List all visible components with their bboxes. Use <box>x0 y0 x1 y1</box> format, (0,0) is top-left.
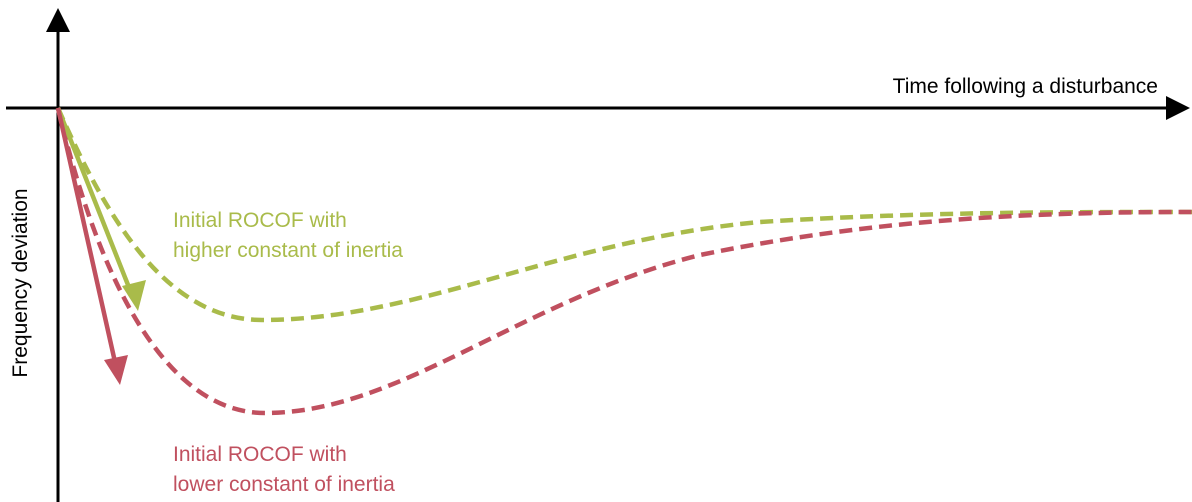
higher-inertia-rocof-arrow <box>55 107 133 291</box>
higher-inertia-rocof-arrowhead <box>122 280 146 311</box>
y-axis-arrowhead <box>46 8 70 32</box>
lower-inertia-label-line1: Initial ROCOF with <box>173 443 347 466</box>
lower-inertia-rocof-arrow <box>55 107 118 363</box>
lower-inertia-label-line2: lower constant of inertia <box>173 473 395 496</box>
higher-inertia-response-curve <box>55 107 1192 323</box>
lower-inertia-rocof-arrowhead <box>104 355 128 385</box>
x-axis-arrowhead <box>1166 96 1190 120</box>
y-axis-label: Frequency deviation <box>9 188 32 377</box>
lower-inertia-response-curve <box>55 107 1192 416</box>
x-axis-label: Time following a disturbance <box>893 75 1158 98</box>
higher-inertia-label-line2: higher constant of inertia <box>173 239 403 262</box>
higher-inertia-label-line1: Initial ROCOF with <box>173 209 347 232</box>
